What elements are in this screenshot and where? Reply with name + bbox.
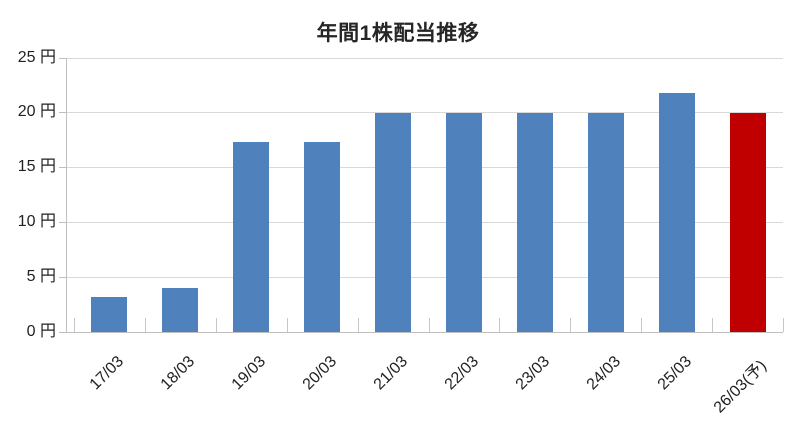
- x-tick: [144, 318, 146, 332]
- x-axis-line: [66, 332, 783, 333]
- y-axis-label: 0 円: [26, 323, 56, 340]
- x-tick: [357, 318, 359, 332]
- gridline: [66, 112, 783, 114]
- x-tick: [428, 318, 430, 332]
- x-axis-label: 25/03: [654, 353, 695, 394]
- bar: [304, 142, 341, 332]
- x-axis-label: 26/03(予): [710, 357, 770, 417]
- x-tick: [570, 318, 572, 332]
- y-axis-label: 20 円: [17, 103, 56, 121]
- x-axis-label: 20/03: [299, 353, 341, 394]
- y-axis-label: 10 円: [17, 213, 56, 231]
- y-axis-line: [66, 57, 67, 332]
- y-tick: [59, 57, 66, 59]
- x-tick: [286, 318, 288, 332]
- bar: [233, 142, 270, 332]
- y-tick: [59, 332, 66, 333]
- x-axis-label: 22/03: [441, 353, 482, 394]
- x-tick: [641, 318, 643, 332]
- x-tick: [74, 318, 75, 332]
- x-tick: [215, 318, 217, 332]
- gridline: [66, 167, 783, 169]
- chart-title: 年間1株配当推移: [316, 22, 480, 45]
- x-tick: [499, 318, 501, 332]
- bar: [729, 113, 766, 332]
- y-axis-label: 5 円: [26, 268, 56, 286]
- bar: [91, 296, 128, 332]
- bar: [445, 113, 482, 332]
- y-axis-label: 25 円: [17, 48, 56, 66]
- x-tick: [783, 318, 784, 332]
- x-axis-label: 21/03: [370, 353, 412, 394]
- gridline: [66, 57, 783, 59]
- x-axis-label: 24/03: [583, 353, 624, 394]
- bar: [516, 113, 553, 332]
- x-axis-label: 19/03: [228, 353, 270, 394]
- x-axis-label: 17/03: [87, 353, 128, 394]
- y-tick: [59, 167, 66, 169]
- bar: [658, 92, 695, 332]
- y-tick: [59, 222, 66, 224]
- x-axis-label: 18/03: [158, 353, 199, 394]
- y-axis-label: 15 円: [17, 158, 56, 176]
- y-tick: [59, 112, 66, 114]
- bar: [162, 288, 199, 332]
- x-axis-label: 23/03: [512, 353, 553, 394]
- bar: [587, 113, 624, 332]
- bar: [375, 113, 412, 332]
- y-tick: [59, 277, 66, 279]
- x-tick: [712, 318, 714, 332]
- gridline: [66, 222, 783, 224]
- gridline: [66, 277, 783, 279]
